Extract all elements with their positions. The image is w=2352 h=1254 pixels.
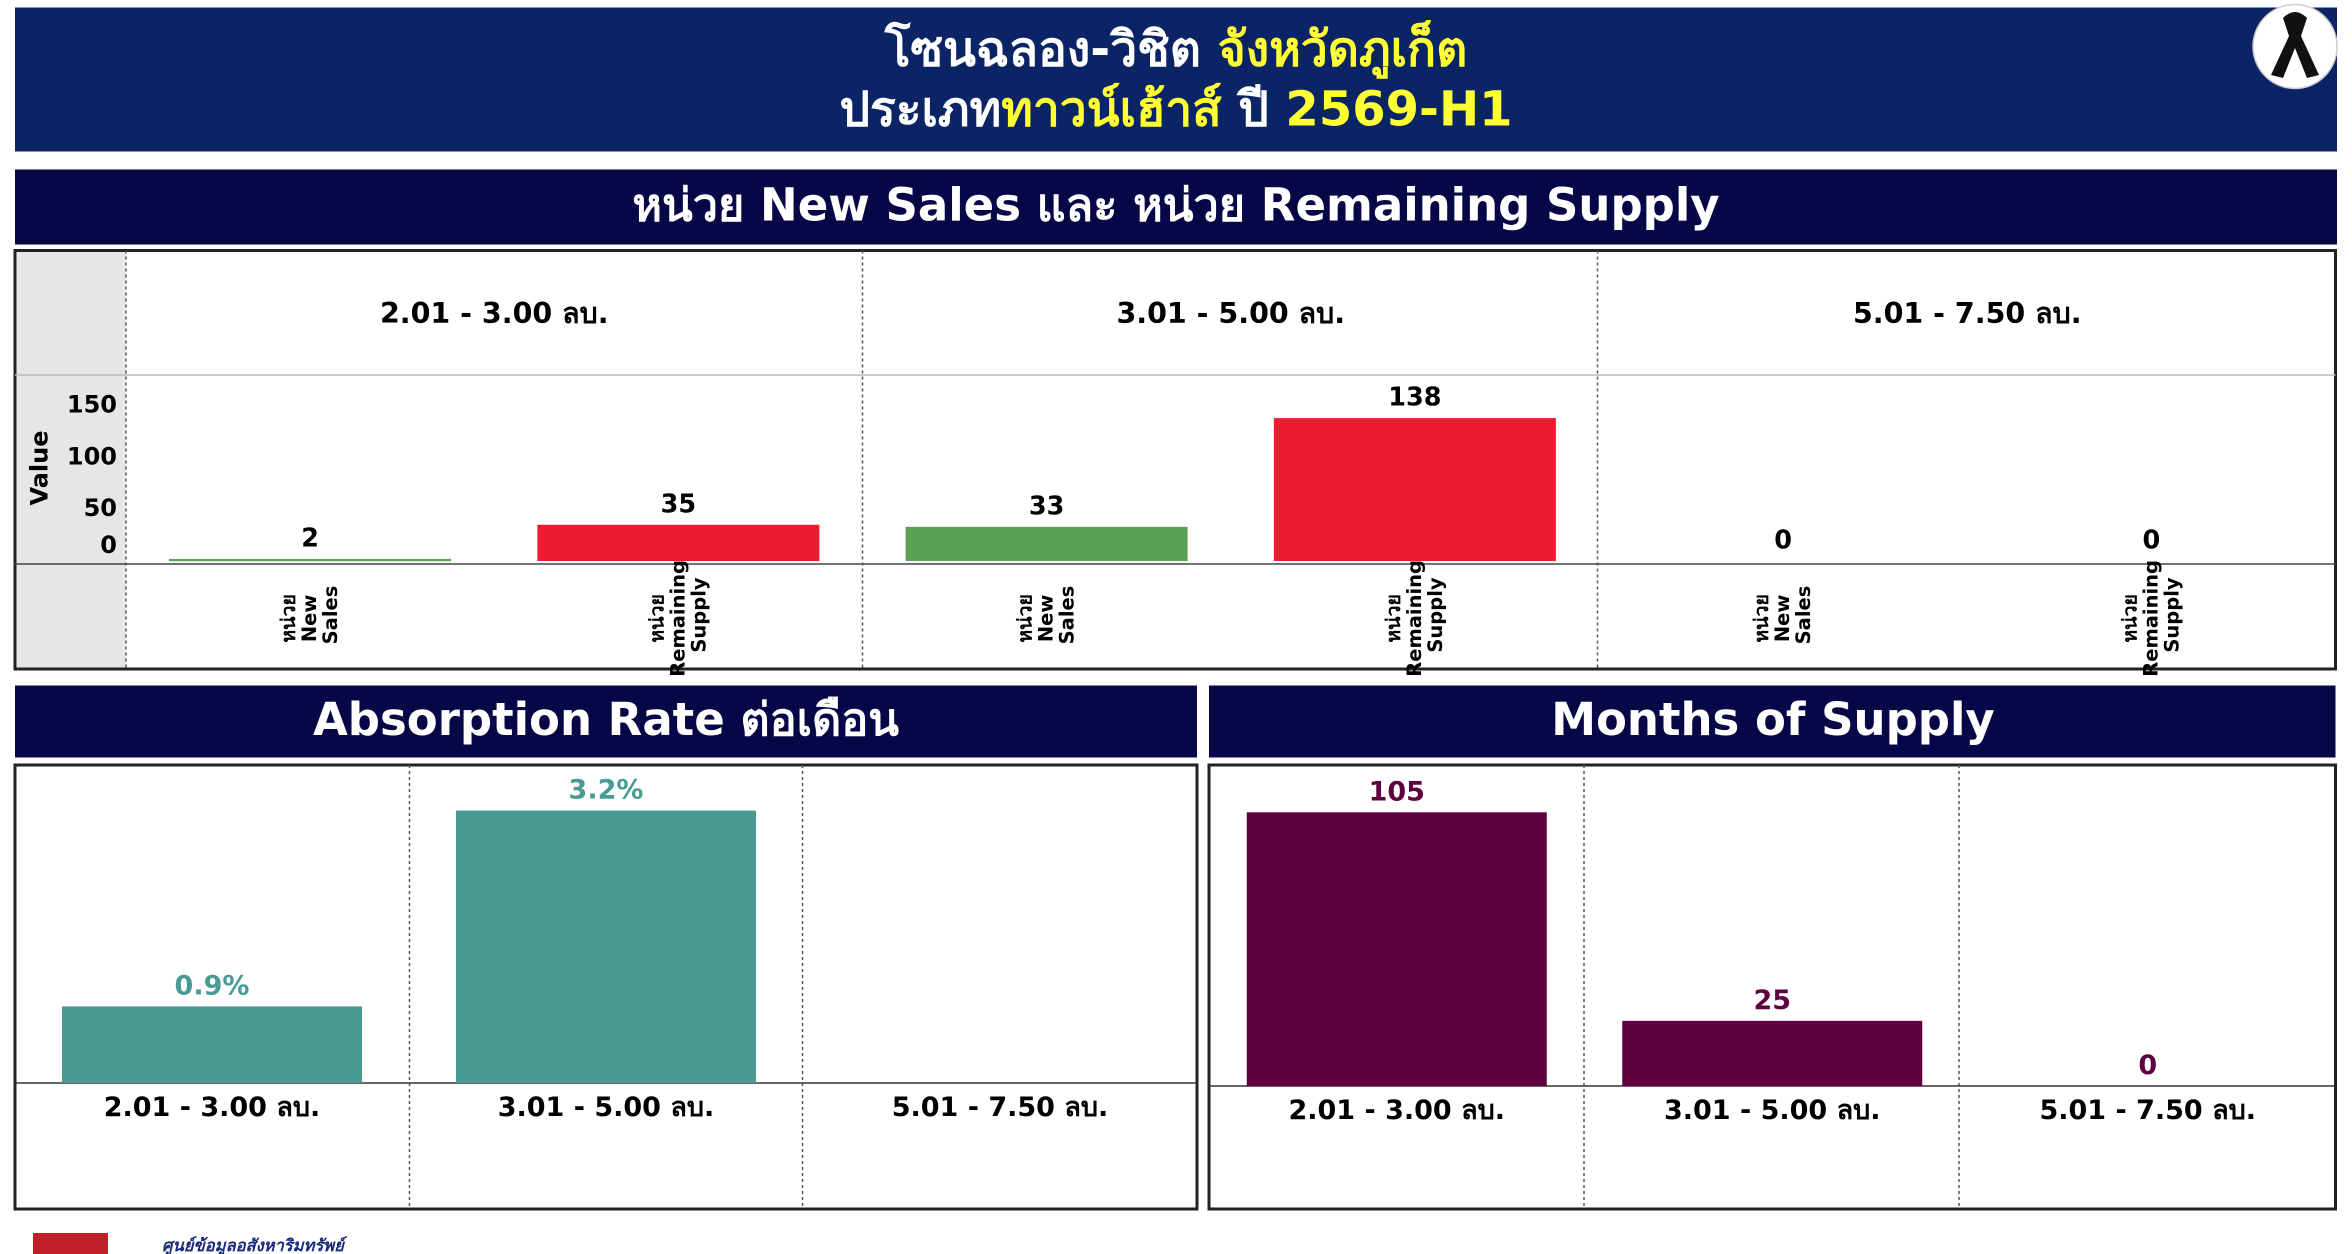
section-title: หน่วย New Sales และ หน่วย Remaining Supp… — [632, 179, 1719, 232]
header-bar — [15, 7, 2337, 152]
series-label: หน่วย New Sales — [1750, 586, 1815, 645]
series-label-line: Remaining — [666, 553, 689, 677]
header-text: ประเภท — [839, 82, 1001, 138]
axis-cell — [16, 375, 126, 564]
category-label: 2.01 - 3.00 ลบ. — [104, 1092, 321, 1123]
header-line2: ประเภททาวน์เฮ้าส์ ปี 2569-H1 — [839, 82, 1512, 138]
y-axis-label: Value — [26, 430, 54, 505]
series-label: หน่วย Remaining Supply — [2118, 553, 2183, 677]
section-title-bar — [15, 685, 1197, 758]
category-label: 3.01 - 5.00 ลบ. — [1664, 1095, 1881, 1126]
logo — [33, 1233, 108, 1254]
header-line1: โซนฉลอง-วิชิต จังหวัดภูเก็ต — [884, 20, 1468, 80]
header-text: โซนฉลอง-วิชิต — [884, 21, 1201, 78]
series-label-line: New — [1034, 588, 1057, 642]
series-label-line: Supply — [687, 577, 710, 653]
y-tick-label: 100 — [67, 442, 117, 470]
series-label: หน่วย New Sales — [277, 586, 342, 645]
value-label: 2 — [301, 523, 319, 553]
bar — [1246, 812, 1547, 1086]
header-text: 2569-H1 — [1285, 82, 1512, 138]
chart-frame — [13, 249, 2337, 671]
corner-cell — [16, 252, 126, 375]
category-label: 5.01 - 7.50 ลบ. — [2039, 1095, 2256, 1126]
y-tick-label: 50 — [84, 494, 117, 522]
bar — [62, 1006, 362, 1083]
header-text: ทาวน์เฮ้าส์ — [1001, 82, 1222, 138]
bar — [1622, 1020, 1923, 1086]
series-label-line: หน่วย — [1381, 587, 1404, 642]
series-label: หน่วย New Sales — [1013, 586, 1078, 645]
section-title: Absorption Rate ต่อเดือน — [313, 693, 899, 746]
corner-cell — [16, 564, 126, 668]
header-text: ปี — [1236, 82, 1269, 138]
footer-org: ศูนย์ข้อมูลอสังหาริมทรัพย์ — [162, 1236, 348, 1254]
series-label-line: New — [1771, 588, 1794, 642]
series-label-line: Supply — [2160, 577, 2183, 653]
value-label: 33 — [1029, 491, 1065, 521]
ribbon-icon — [2252, 3, 2338, 90]
bar — [905, 526, 1188, 561]
series-label-line: หน่วย — [645, 587, 668, 642]
value-label: 35 — [661, 489, 697, 519]
section-title-bar — [15, 169, 2337, 245]
series-label-line: Sales — [319, 586, 342, 645]
value-label: 138 — [1388, 383, 1441, 413]
series-label-line: Remaining — [2139, 553, 2162, 677]
category-label: 2.01 - 3.00 ลบ. — [380, 297, 609, 330]
value-label: 25 — [1753, 985, 1791, 1016]
y-tick-label: 0 — [100, 531, 117, 559]
bar — [169, 558, 452, 562]
value-label: 0 — [1774, 526, 1792, 556]
category-label: 3.01 - 5.00 ลบ. — [498, 1092, 715, 1123]
series-label-line: Sales — [1792, 586, 1815, 645]
series-label: หน่วย Remaining Supply — [645, 553, 710, 677]
section-title-bar — [1209, 685, 2336, 758]
value-label: 0 — [2143, 526, 2161, 556]
series-label-line: หน่วย — [1013, 587, 1036, 642]
series-label-line: New — [298, 588, 321, 642]
bar — [1273, 418, 1556, 561]
y-tick-label: 150 — [67, 391, 117, 419]
series-label-line: หน่วย — [2118, 587, 2141, 642]
category-label: 5.01 - 7.50 ลบ. — [1853, 297, 2082, 330]
series-label-line: หน่วย — [277, 587, 300, 642]
value-label: 105 — [1369, 776, 1425, 807]
header-text: จังหวัดภูเก็ต — [1218, 20, 1468, 80]
series-label-line: หน่วย — [1750, 587, 1773, 642]
bar — [537, 524, 820, 561]
category-label: 2.01 - 3.00 ลบ. — [1288, 1095, 1505, 1126]
bar — [456, 810, 756, 1083]
category-label: 3.01 - 5.00 ลบ. — [1116, 297, 1345, 330]
series-label: หน่วย Remaining Supply — [1381, 553, 1446, 677]
series-label-line: Sales — [1055, 586, 1078, 645]
value-label: 0.9% — [175, 970, 250, 1001]
value-label: 3.2% — [569, 775, 644, 806]
series-label-line: Supply — [1423, 577, 1446, 653]
section-title: Months of Supply — [1551, 693, 1995, 746]
value-label: 0 — [2138, 1050, 2157, 1081]
category-label: 5.01 - 7.50 ลบ. — [892, 1092, 1109, 1123]
series-label-line: Remaining — [1402, 553, 1425, 677]
